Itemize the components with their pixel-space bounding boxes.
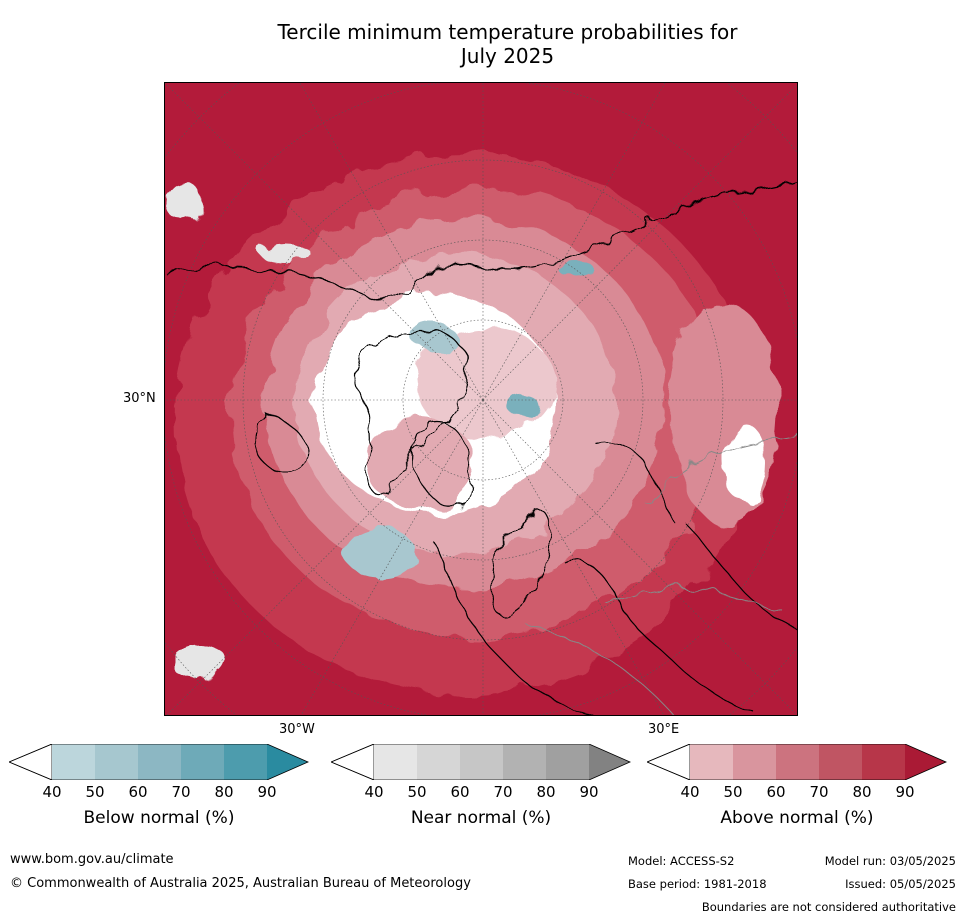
colorbar-above-swatch-70: [819, 744, 862, 780]
tick-label: 80: [852, 783, 872, 801]
tick-label: 90: [257, 783, 277, 801]
tick-label: 60: [766, 783, 786, 801]
title-line-1: Tercile minimum temperature probabilitie…: [277, 20, 738, 44]
polar-map: [164, 82, 798, 716]
colorbar-above-normal: [647, 744, 947, 780]
country-borders: [524, 432, 797, 715]
tick-label: 60: [450, 783, 470, 801]
tick-label: 90: [579, 783, 599, 801]
colorbar-above-label: Above normal (%): [720, 808, 874, 828]
longitude-label-30w: 30°W: [279, 722, 315, 737]
tick-label: 40: [364, 783, 384, 801]
chart-title: Tercile minimum temperature probabilitie…: [160, 20, 855, 68]
tick-label: 70: [809, 783, 829, 801]
below-normal-patch-siberia: [557, 260, 593, 276]
colorbar-near-label: Near normal (%): [410, 808, 552, 828]
below-normal-patch-atlantic: [345, 528, 415, 578]
tick-label: 50: [85, 783, 105, 801]
colorbar-near-svg: [331, 744, 631, 780]
tick-label: 50: [723, 783, 743, 801]
colorbar-below-swatch-70: [181, 744, 224, 780]
tick-label: 60: [128, 783, 148, 801]
base-period: Base period: 1981-2018: [628, 877, 767, 891]
colorbar-above-swatch-60: [776, 744, 819, 780]
colorbar-below-ticks: 40 50 60 70 80 90: [9, 783, 309, 801]
map-svg: [165, 83, 797, 715]
colorbar-above-ticks: 40 50 60 70 80 90: [647, 783, 947, 801]
tick-label: 70: [493, 783, 513, 801]
tick-label: 90: [895, 783, 915, 801]
tick-label: 40: [680, 783, 700, 801]
near-normal-patch-2: [172, 645, 228, 681]
colorbar-above-swatch-80: [862, 744, 905, 780]
latitude-label-30n: 30°N: [123, 391, 156, 406]
colorbar-near-ticks: 40 50 60 70 80 90: [331, 783, 631, 801]
eurasia-region: [670, 303, 780, 523]
issued-date: Issued: 05/05/2025: [845, 877, 956, 891]
colorbar-near-normal: [331, 744, 631, 780]
tick-label: 50: [407, 783, 427, 801]
colorbar-below-min-arrow: [9, 744, 53, 780]
colorbar-near-swatch-50: [417, 744, 460, 780]
colorbar-below-swatch-50: [95, 744, 138, 780]
near-normal-patch-3: [260, 243, 310, 263]
copyright-text: © Commonwealth of Australia 2025, Austra…: [10, 876, 471, 891]
probability-contours: [167, 153, 780, 693]
near-normal-patch-1: [167, 183, 203, 223]
website-link[interactable]: www.bom.gov.au/climate: [10, 852, 174, 867]
colorbar-above-min-arrow: [647, 744, 691, 780]
colorbar-near-swatch-80: [546, 744, 589, 780]
boundaries-disclaimer: Boundaries are not considered authoritat…: [701, 900, 956, 914]
colorbar-near-swatch-40: [374, 744, 417, 780]
model-name: Model: ACCESS-S2: [628, 854, 735, 868]
tick-label: 40: [42, 783, 62, 801]
colorbar-above-swatch-50: [733, 744, 776, 780]
colorbar-below-max-arrow: [267, 744, 308, 780]
colorbar-above-max-arrow: [905, 744, 946, 780]
colorbar-above-svg: [647, 744, 947, 780]
greenland-region: [365, 418, 475, 508]
coastlines: [165, 178, 797, 715]
colorbar-below-normal: [9, 744, 309, 780]
below-normal-patch-arctic: [413, 324, 457, 352]
colorbar-below-label: Below normal (%): [83, 808, 235, 828]
graticule: [165, 83, 797, 715]
colorbar-near-swatch-70: [503, 744, 546, 780]
tick-label: 80: [214, 783, 234, 801]
longitude-label-30e: 30°E: [648, 722, 680, 737]
colorbar-below-swatch-80: [224, 744, 267, 780]
tick-label: 80: [536, 783, 556, 801]
colorbar-near-swatch-60: [460, 744, 503, 780]
tick-label: 70: [171, 783, 191, 801]
colorbar-below-svg: [9, 744, 309, 780]
colorbar-below-swatch-40: [52, 744, 95, 780]
colorbar-above-swatch-40: [690, 744, 733, 780]
below-normal-patch-svalbard: [510, 396, 540, 420]
title-line-2: July 2025: [460, 44, 555, 68]
colorbar-near-min-arrow: [331, 744, 375, 780]
colorbar-below-swatch-60: [138, 744, 181, 780]
eurasia-white-patch: [725, 423, 765, 503]
colorbar-near-max-arrow: [589, 744, 630, 780]
model-run-date: Model run: 03/05/2025: [824, 854, 956, 868]
